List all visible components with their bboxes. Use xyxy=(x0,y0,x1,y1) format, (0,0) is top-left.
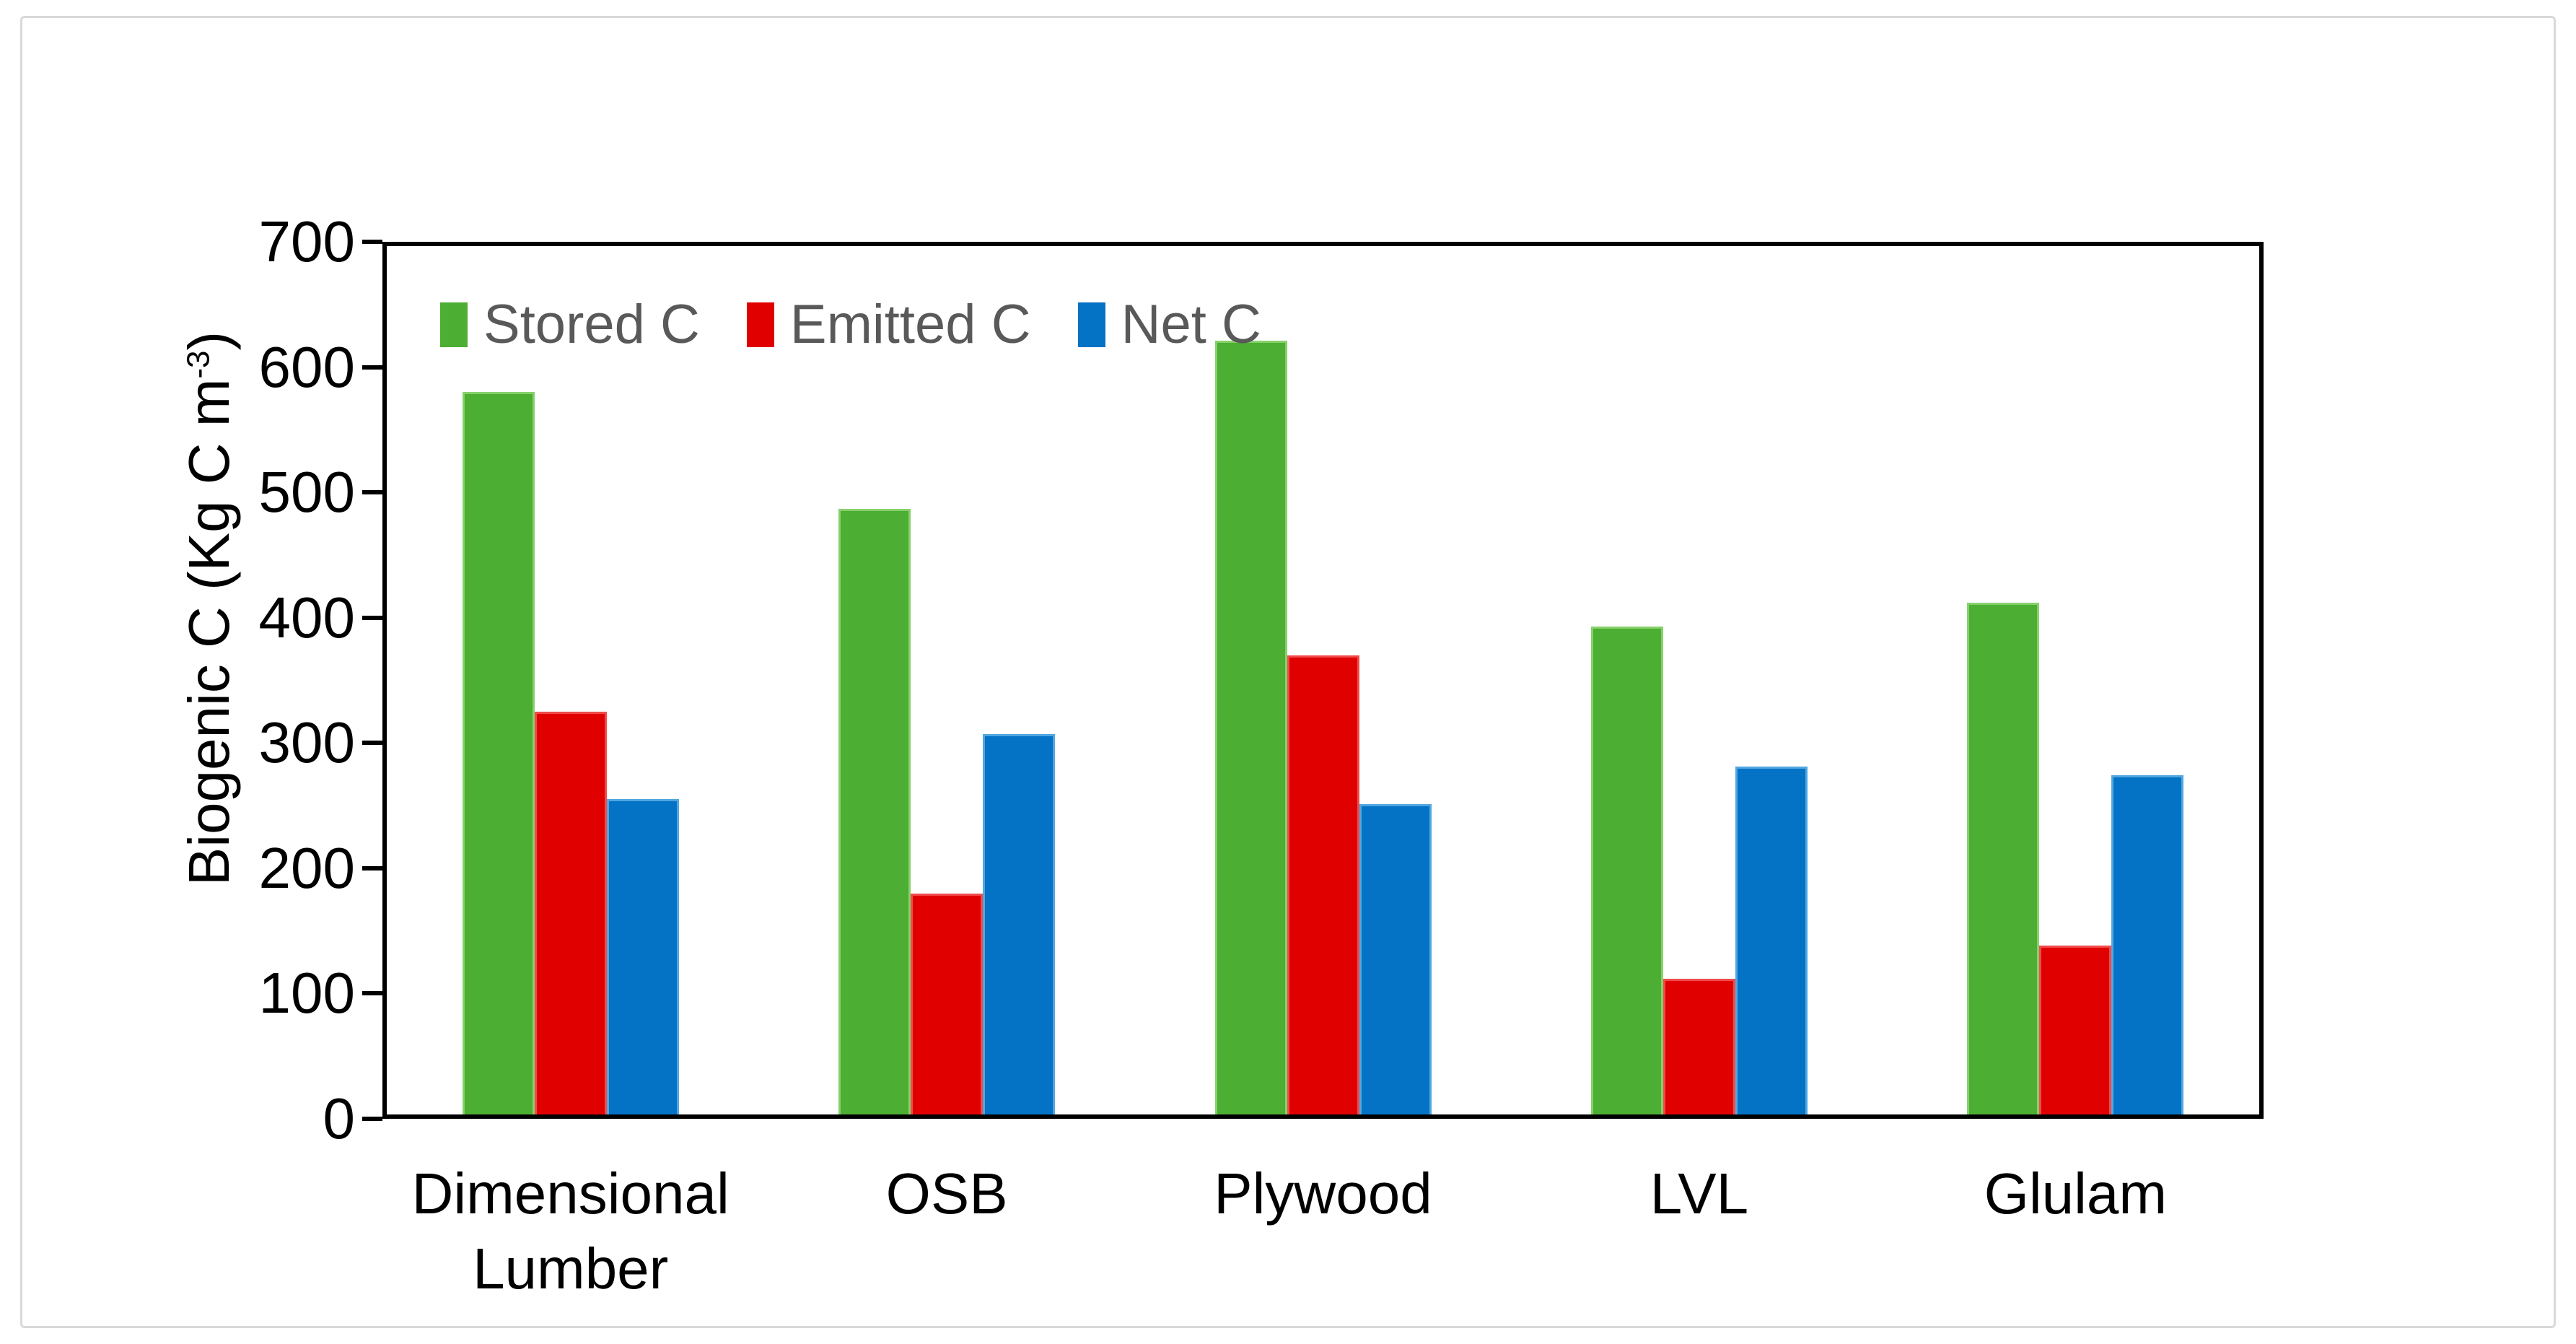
legend-label-net-c: Net C xyxy=(1121,294,1261,355)
y-axis-tick xyxy=(362,240,382,244)
y-axis-tick xyxy=(362,991,382,996)
bar-stored-c-5 xyxy=(1967,603,2040,1119)
plot-area xyxy=(382,242,2264,1119)
y-axis-tick xyxy=(362,615,382,620)
y-axis-tick-label: 300 xyxy=(258,710,355,775)
y-axis-tick xyxy=(362,865,382,870)
legend-item-emitted-c: Emitted C xyxy=(746,290,1031,359)
legend-swatch-stored-c xyxy=(440,302,468,347)
y-axis-tick xyxy=(362,365,382,370)
bar-stored-c-2 xyxy=(838,509,911,1119)
bar-net-c-5 xyxy=(2111,775,2184,1119)
legend-swatch-net-c xyxy=(1077,302,1105,347)
bar-emitted-c-2 xyxy=(911,894,983,1119)
category-label: OSB xyxy=(885,1161,1008,1226)
bar-stored-c-1 xyxy=(462,392,535,1119)
category-label: Plywood xyxy=(1214,1161,1432,1226)
legend-label-stored-c: Stored C xyxy=(483,294,700,355)
bar-emitted-c-4 xyxy=(1662,979,1735,1119)
category-label: Dimensional Lumber xyxy=(411,1161,730,1301)
legend-swatch-emitted-c xyxy=(746,302,774,347)
y-axis-tick-label: 700 xyxy=(258,209,355,274)
bar-emitted-c-3 xyxy=(1287,655,1359,1119)
bar-emitted-c-1 xyxy=(534,712,607,1119)
y-axis-tick-label: 500 xyxy=(258,460,355,525)
bar-net-c-4 xyxy=(1735,767,1808,1119)
legend-item-net-c: Net C xyxy=(1077,290,1261,359)
y-axis-tick-label: 100 xyxy=(258,961,355,1026)
bar-net-c-2 xyxy=(983,734,1056,1119)
y-axis-tick-label: 0 xyxy=(323,1086,356,1151)
bar-net-c-3 xyxy=(1359,804,1432,1119)
bar-emitted-c-5 xyxy=(2039,946,2112,1119)
legend: Stored C Emitted C Net C xyxy=(440,290,1261,359)
y-axis-tick-label: 200 xyxy=(258,835,355,900)
legend-label-emitted-c: Emitted C xyxy=(789,294,1031,355)
bar-stored-c-3 xyxy=(1214,341,1287,1119)
y-axis-tick xyxy=(362,741,382,746)
y-axis-tick xyxy=(362,490,382,495)
y-axis-tick xyxy=(362,1117,382,1121)
y-axis-tick-label: 600 xyxy=(258,334,355,399)
bar-stored-c-4 xyxy=(1590,627,1663,1119)
category-label: LVL xyxy=(1650,1161,1749,1226)
category-label: Glulam xyxy=(1984,1161,2167,1226)
y-axis-tick-label: 400 xyxy=(258,585,355,650)
legend-item-stored-c: Stored C xyxy=(440,290,700,359)
bar-net-c-1 xyxy=(606,799,679,1119)
